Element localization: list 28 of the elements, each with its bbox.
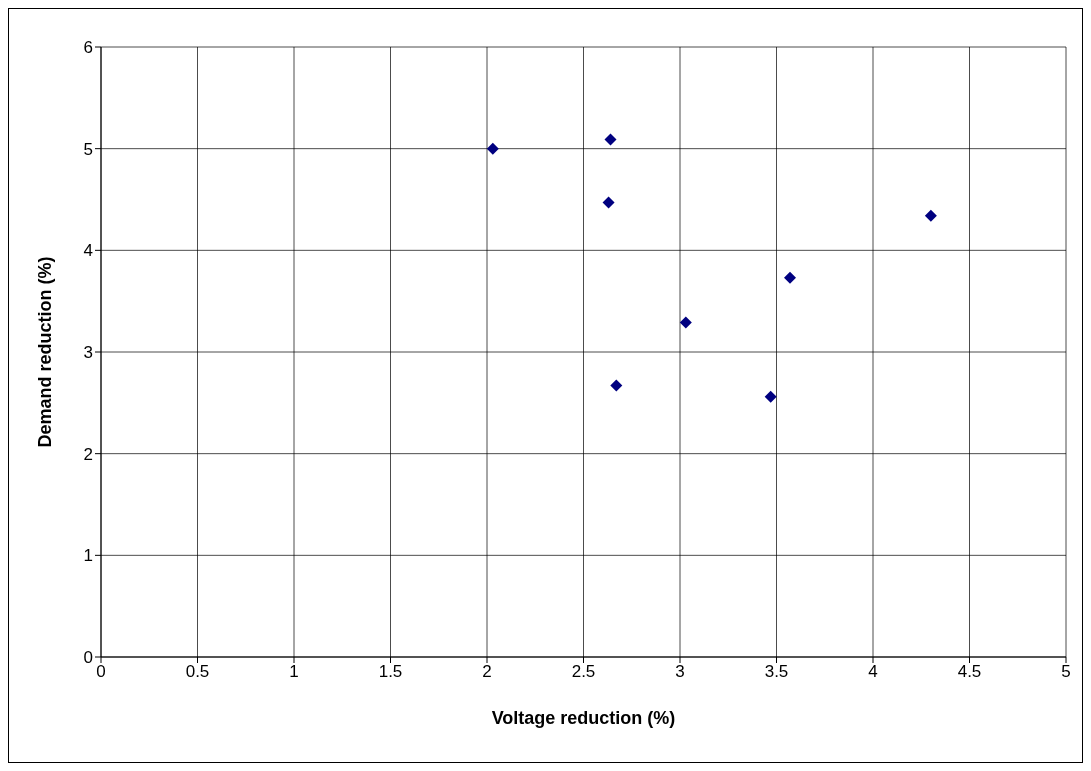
y-tick-label: 2 [83,444,93,464]
y-tick-label: 0 [83,648,93,668]
y-axis-title: Demand reduction (%) [35,256,56,448]
point [486,142,499,155]
x-tick-label: 1 [289,662,299,682]
y-tick-label: 6 [83,38,93,58]
x-tick-label: 0 [96,662,106,682]
y-tick-label: 3 [83,343,93,363]
point [784,271,797,284]
x-tick-label: 2.5 [571,662,596,682]
x-tick-label: 5 [1061,662,1071,682]
point [764,390,777,403]
y-tick-label: 5 [83,139,93,159]
x-tick-label: 3 [675,662,685,682]
x-tick-label: 4.5 [957,662,982,682]
y-tick-label: 1 [83,546,93,566]
x-axis-title: Voltage reduction (%) [491,708,676,728]
x-tick-label: 0.5 [185,662,210,682]
point [604,133,617,146]
point [924,209,937,222]
x-tick-label: 4 [868,662,878,682]
x-tick-label: 1.5 [378,662,403,682]
y-tick-label: 4 [83,241,93,261]
point [602,196,615,209]
point [610,379,623,392]
point [679,316,692,329]
x-tick-label: 3.5 [764,662,789,682]
x-tick-label: 2 [482,662,492,682]
